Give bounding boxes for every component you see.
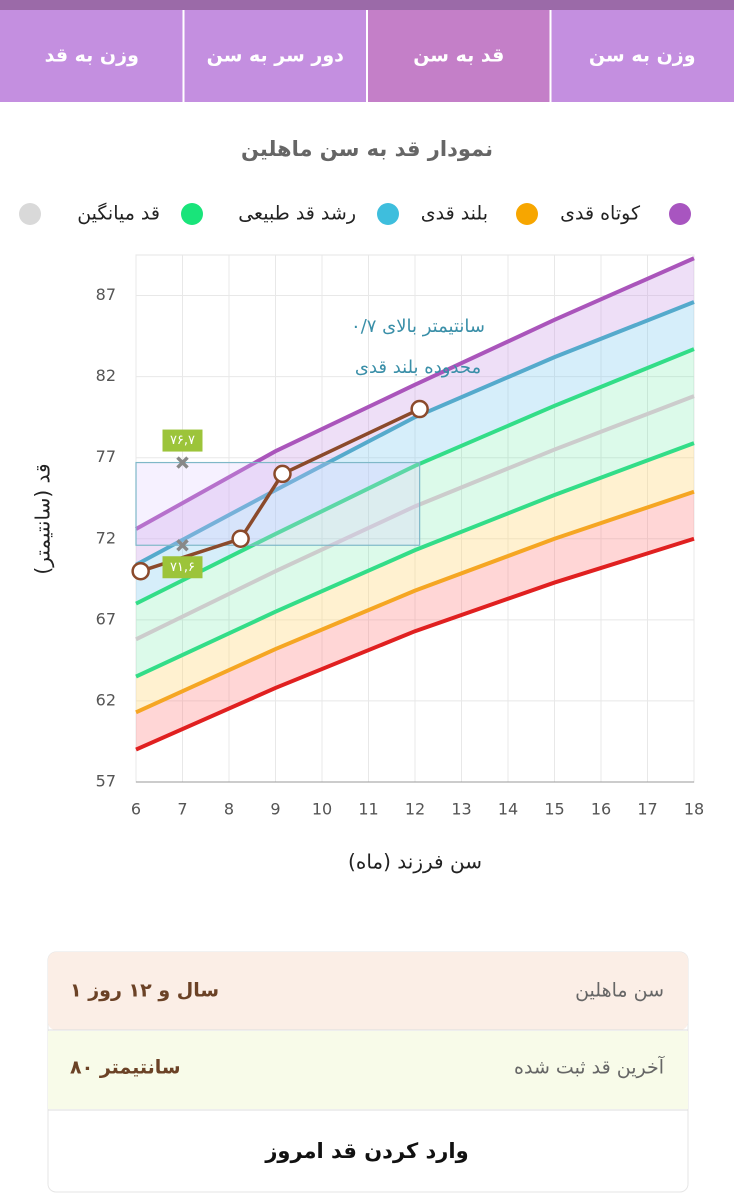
marker-label: ۷۶,۷: [170, 433, 195, 448]
y-tick-label: 62: [96, 690, 116, 709]
row-label: آخرین قد ثبت شده: [514, 1055, 665, 1079]
chart-title: نمودار قد به سن ماهلین: [241, 137, 493, 161]
x-tick-label: 6: [131, 800, 141, 819]
x-tick-label: 16: [591, 800, 611, 819]
legend-label: قد میانگین: [77, 202, 160, 225]
y-axis-label: قد (سانتیمتر): [31, 463, 55, 574]
child-point: [274, 466, 290, 482]
x-axis-label: سن فرزند (ماه): [348, 850, 482, 874]
x-tick-label: 13: [451, 800, 471, 819]
tab-label[interactable]: قد به سن: [413, 45, 504, 67]
child-point: [133, 563, 149, 579]
child-point: [233, 531, 249, 547]
row-value: ۸۰ سانتیمتر: [70, 1057, 181, 1079]
row-label: سن ماهلین: [575, 980, 664, 1002]
tab-label[interactable]: وزن به قد: [45, 45, 139, 67]
legend-dot: [377, 203, 399, 225]
x-tick-label: 9: [270, 800, 280, 819]
annotation: محدوده بلند قدی: [355, 357, 481, 378]
info-card: سن ماهلین ۱ سال و ۱۲ روز آخرین قد ثبت شد…: [48, 952, 688, 1192]
tab-label[interactable]: وزن به سن: [589, 45, 696, 67]
y-tick-label: 87: [96, 285, 116, 304]
legend-label: کوتاه قدی: [560, 203, 641, 225]
x-tick-label: 12: [405, 800, 425, 819]
x-tick-label: 11: [358, 800, 378, 819]
x-tick-label: 10: [312, 800, 332, 819]
child-point: [412, 401, 428, 417]
x-tick-label: 14: [498, 800, 518, 819]
legend-dot: [181, 203, 203, 225]
x-tick-label: 15: [544, 800, 564, 819]
row-value: ۱ سال و ۱۲ روز: [70, 980, 219, 1002]
x-tick-label: 7: [177, 800, 187, 819]
legend-dot: [19, 203, 41, 225]
x-tick-label: 18: [684, 800, 704, 819]
legend-dot: [516, 203, 538, 225]
chart: کوتاه قدی بلند قدی رشد قد طبیعی قد میانگین 6…: [19, 202, 704, 819]
tab-bar: وزن به سن قد به سن دور سر به سن وزن به قد: [0, 10, 734, 102]
status-strip: [0, 0, 734, 10]
annotation: ۰/۷ سانتیمتر بالای: [351, 316, 485, 337]
y-tick-label: 82: [96, 366, 116, 385]
legend-label: بلند قدی: [421, 203, 488, 225]
y-tick-label: 72: [96, 528, 116, 547]
y-tick-label: 57: [96, 772, 116, 791]
x-tick-label: 8: [224, 800, 234, 819]
y-tick-label: 67: [96, 609, 116, 628]
button[interactable]: وارد کردن قد امروز: [264, 1139, 468, 1163]
tab-label[interactable]: دور سر به سن: [207, 45, 345, 67]
legend-label: رشد قد طبیعی: [238, 203, 356, 225]
y-tick-label: 77: [96, 447, 116, 466]
marker-label: ۷۱,۶: [170, 560, 195, 575]
legend-dot: [669, 203, 691, 225]
x-tick-label: 17: [637, 800, 657, 819]
